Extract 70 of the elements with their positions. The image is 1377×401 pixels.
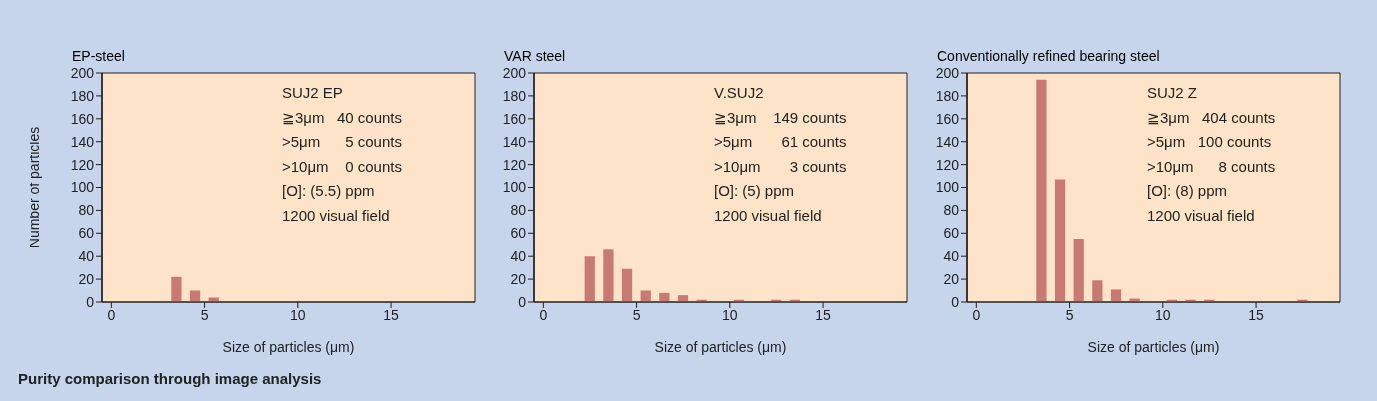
annotation: [O]: (5) ppm (714, 181, 796, 201)
x-tick-label: 10 (1155, 306, 1171, 323)
y-tick-label: 40 (78, 248, 95, 265)
y-tick-label: 180 (70, 87, 95, 104)
y-tick-label: 140 (70, 133, 95, 150)
y-tick-label: 0 (518, 293, 527, 310)
x-tick-label: 5 (1065, 306, 1074, 323)
chart-title: VAR steel (504, 48, 566, 64)
y-tick-label: 40 (510, 248, 527, 265)
annotation: >10μm 8 counts (1147, 156, 1276, 177)
y-tick-label: 100 (70, 179, 95, 196)
y-tick-label: 20 (510, 271, 527, 288)
annotation: 1200 visual field (714, 205, 823, 226)
x-axis-title: Size of particles (μm) (222, 339, 355, 355)
x-tick-label: 0 (539, 306, 548, 323)
y-tick-label: 60 (510, 225, 527, 242)
y-tick-label: 160 (935, 110, 960, 127)
annotation: 1200 visual field (282, 205, 391, 226)
y-tick-label: 60 (943, 225, 960, 242)
x-tick-label: 0 (107, 306, 116, 323)
x-tick-label: 5 (200, 306, 209, 323)
y-tick-label: 160 (70, 110, 95, 127)
y-tick-label: 100 (502, 179, 527, 196)
y-tick-label: 120 (502, 156, 527, 173)
y-tick-label: 0 (86, 293, 95, 310)
y-tick-label: 200 (935, 64, 960, 81)
y-tick-label: 160 (502, 110, 527, 127)
text: Purity comparison through image analysis (18, 370, 322, 387)
annotation: ≧3μm 149 counts (714, 107, 847, 128)
x-tick-label: 15 (815, 306, 832, 323)
x-tick-label: 0 (972, 306, 981, 323)
annotation: V.SUJ2 (714, 83, 765, 103)
annotation: >10μm 0 counts (282, 156, 403, 177)
y-tick-label: 20 (943, 271, 960, 288)
x-axis-title: Size of particles (μm) (1087, 339, 1220, 355)
y-tick-label: 180 (502, 87, 527, 104)
y-tick-label: 80 (510, 202, 527, 219)
annotation: [O]: (8) ppm (1147, 181, 1229, 201)
x-tick-label: 15 (383, 306, 400, 323)
y-tick-label: 100 (935, 179, 960, 196)
x-tick-label: 15 (1248, 306, 1265, 323)
annotation: >10μm 3 counts (714, 156, 847, 177)
y-tick-label: 80 (78, 202, 95, 219)
annotation: 1200 visual field (1147, 205, 1256, 226)
annotation: SUJ2 EP (282, 83, 344, 103)
annotation: >5μm 5 counts (282, 132, 403, 152)
annotation: >5μm 61 counts (714, 132, 847, 152)
annotation: >5μm 100 counts (1147, 132, 1273, 152)
y-tick-label: 200 (70, 64, 95, 81)
chart-title: Conventionally refined bearing steel (937, 48, 1160, 64)
y-tick-label: 120 (70, 156, 95, 173)
y-tick-label: 40 (943, 248, 960, 265)
chart-title: EP-steel (72, 48, 125, 64)
y-tick-label: 80 (943, 202, 960, 219)
y-tick-label: 120 (935, 156, 960, 173)
annotation: ≧3μm 404 counts (1147, 107, 1276, 128)
annotation: [O]: (5.5) ppm (282, 181, 376, 201)
y-tick-label: 180 (935, 87, 960, 104)
y-tick-label: 200 (502, 64, 527, 81)
y-tick-label: 0 (951, 293, 960, 310)
y-tick-label: 140 (502, 133, 527, 150)
annotation: SUJ2 Z (1147, 83, 1198, 103)
annotation: ≧3μm 40 counts (282, 107, 403, 128)
y-tick-label: 60 (78, 225, 95, 242)
x-axis-title: Size of particles (μm) (654, 339, 787, 355)
x-tick-label: 10 (722, 306, 738, 323)
x-tick-label: 10 (290, 306, 306, 323)
y-tick-label: 140 (935, 133, 960, 150)
x-tick-label: 5 (632, 306, 641, 323)
y-tick-label: 20 (78, 271, 95, 288)
